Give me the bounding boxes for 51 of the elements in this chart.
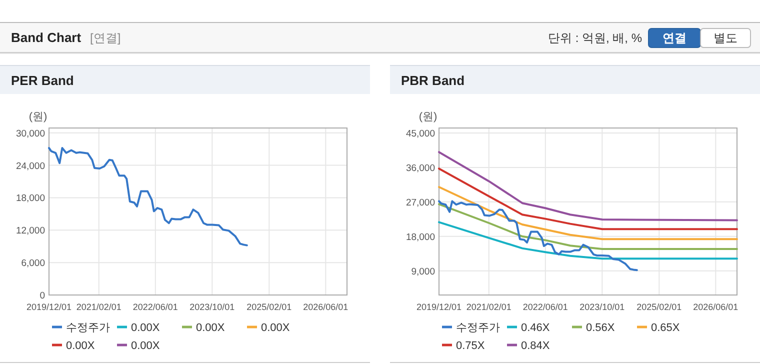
x-tick-label: 2025/02/01 <box>246 302 292 312</box>
y-tick-label: 12,000 <box>16 226 45 237</box>
legend-label: 0.00X <box>196 322 226 334</box>
x-tick-label: 2019/12/01 <box>26 302 72 312</box>
x-tick-label: 2026/06/01 <box>693 302 738 312</box>
line-series <box>438 168 738 230</box>
x-tick-label: 2019/12/01 <box>416 302 462 312</box>
line-series <box>438 151 738 222</box>
y-axis-title: (원) <box>28 111 48 123</box>
line-series <box>48 147 248 246</box>
y-tick-label: 36,000 <box>406 162 435 174</box>
y-tick-label: 18,000 <box>16 193 45 204</box>
legend-label: 수정주가 <box>456 322 500 334</box>
line-series <box>438 203 738 250</box>
text: [연결] <box>90 31 121 45</box>
text: Band Chart <box>11 30 82 45</box>
y-tick-label: 9,000 <box>411 266 435 278</box>
y-tick-label: 6,000 <box>21 258 45 270</box>
legend-label: 0.00X <box>66 340 96 352</box>
line-series <box>438 186 738 240</box>
legend-label: 수정주가 <box>66 322 110 334</box>
text: 연결 <box>662 31 686 45</box>
text: 별도 <box>714 31 738 45</box>
chart-title: PER Band <box>11 73 74 88</box>
y-axis-title: (원) <box>418 111 438 123</box>
y-tick-label: 30,000 <box>16 128 45 140</box>
text: 단위 : 억원, 배, % <box>548 31 642 45</box>
x-tick-label: 2022/06/01 <box>522 302 568 312</box>
legend-label: 0.00X <box>131 340 160 352</box>
x-tick-label: 2023/10/01 <box>190 302 235 312</box>
legend-label: 0.46X <box>521 322 550 334</box>
y-tick-label: 24,000 <box>16 160 45 172</box>
y-tick-label: 0 <box>40 290 45 302</box>
y-tick-label: 27,000 <box>406 197 435 208</box>
y-tick-label: 45,000 <box>406 128 435 140</box>
line-series <box>438 221 738 260</box>
x-tick-label: 2026/06/01 <box>303 302 348 312</box>
x-tick-label: 2022/06/01 <box>132 302 178 312</box>
legend-label: 0.56X <box>586 322 616 334</box>
x-tick-label: 2021/02/01 <box>466 302 512 312</box>
legend-label: 0.75X <box>456 340 486 352</box>
chart-title: PBR Band <box>401 73 465 88</box>
legend-label: 0.00X <box>131 322 160 334</box>
y-tick-label: 18,000 <box>406 232 435 243</box>
legend-label: 0.84X <box>521 340 550 352</box>
legend-label: 0.00X <box>261 322 290 334</box>
x-tick-label: 2023/10/01 <box>580 302 625 312</box>
line-series <box>438 200 638 272</box>
x-tick-label: 2021/02/01 <box>76 302 122 312</box>
x-tick-label: 2025/02/01 <box>636 302 682 312</box>
legend-label: 0.65X <box>651 322 680 334</box>
